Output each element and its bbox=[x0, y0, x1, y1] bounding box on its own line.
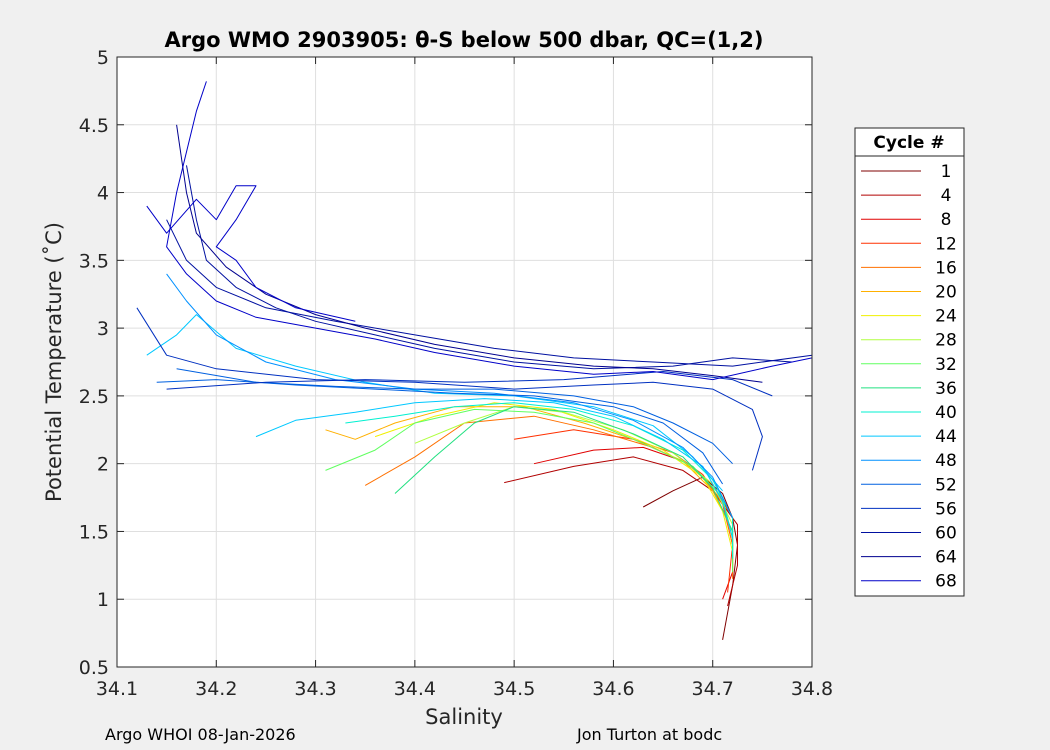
legend-label-12: 12 bbox=[935, 234, 957, 254]
y-tick-label: 2 bbox=[97, 454, 109, 476]
series-line-20 bbox=[176, 124, 763, 383]
plot-frame bbox=[116, 56, 813, 668]
x-tick-label: 34.5 bbox=[493, 678, 535, 700]
series-line-9 bbox=[394, 406, 734, 532]
x-tick-label: 34.1 bbox=[96, 678, 138, 700]
y-tick-label: 1 bbox=[97, 589, 109, 611]
legend-box bbox=[854, 127, 965, 597]
series-line-1 bbox=[504, 456, 738, 607]
series-lines bbox=[136, 81, 813, 640]
footer-left: Argo WHOI 08-Jan-2026 bbox=[105, 725, 296, 744]
y-tick-label: 3 bbox=[97, 318, 109, 340]
y-tick-label: 0.5 bbox=[79, 657, 109, 679]
series-line-11 bbox=[255, 398, 734, 539]
legend-label-20: 20 bbox=[935, 283, 957, 303]
legend-label-60: 60 bbox=[935, 524, 957, 544]
y-tick-label: 1.5 bbox=[79, 521, 109, 543]
series-line-13 bbox=[166, 273, 734, 519]
legend-label-24: 24 bbox=[935, 307, 957, 327]
legend-label-48: 48 bbox=[935, 451, 957, 471]
series-line-0 bbox=[642, 476, 738, 640]
legend-label-64: 64 bbox=[935, 548, 957, 568]
x-tick-label: 34.3 bbox=[294, 678, 336, 700]
y-axis-label: Potential Temperature (˚C) bbox=[42, 222, 66, 502]
series-line-4 bbox=[364, 415, 734, 579]
series-line-16 bbox=[136, 307, 763, 471]
legend-label-28: 28 bbox=[935, 331, 957, 351]
legend-title: Cycle # bbox=[873, 133, 944, 153]
series-line-18 bbox=[166, 219, 813, 367]
series-line-15 bbox=[176, 368, 733, 465]
legend-label-52: 52 bbox=[935, 475, 957, 495]
series-line-8 bbox=[325, 408, 734, 573]
legend-label-32: 32 bbox=[935, 355, 957, 375]
y-tick-label: 4.5 bbox=[79, 115, 109, 137]
series-line-19 bbox=[186, 165, 793, 370]
x-tick-label: 34.7 bbox=[692, 678, 734, 700]
series-line-5 bbox=[325, 406, 734, 566]
y-axis-ticks: 0.5 1 1.5 2 2.5 3 3.5 4 4.5 5 bbox=[79, 47, 812, 679]
x-tick-label: 34.8 bbox=[791, 678, 833, 700]
x-tick-label: 34.6 bbox=[592, 678, 634, 700]
legend-label-4: 4 bbox=[941, 186, 952, 206]
legend-label-1: 1 bbox=[941, 162, 952, 182]
legend-label-16: 16 bbox=[935, 258, 957, 278]
legend-label-68: 68 bbox=[935, 572, 957, 592]
y-tick-label: 2.5 bbox=[79, 386, 109, 408]
legend-label-8: 8 bbox=[941, 210, 952, 230]
series-line-6 bbox=[374, 402, 734, 552]
series-line-17 bbox=[166, 371, 773, 397]
series-line-21 bbox=[166, 81, 813, 381]
legend: Cycle # 14812162024283236404448525660646… bbox=[854, 127, 965, 597]
legend-label-56: 56 bbox=[935, 499, 957, 519]
footer-right: Jon Turton at bodc bbox=[577, 725, 723, 744]
y-tick-label: 3.5 bbox=[79, 250, 109, 272]
chart-title: Argo WMO 2903905: θ-S below 500 dbar, QC… bbox=[165, 28, 764, 52]
legend-label-40: 40 bbox=[935, 403, 957, 423]
y-tick-label: 4 bbox=[97, 183, 109, 205]
y-tick-label: 5 bbox=[97, 47, 109, 69]
x-tick-label: 34.2 bbox=[195, 678, 237, 700]
legend-label-44: 44 bbox=[935, 427, 957, 447]
legend-label-36: 36 bbox=[935, 379, 957, 399]
x-axis-label: Salinity bbox=[425, 705, 503, 729]
plot-area bbox=[117, 57, 812, 667]
x-tick-label: 34.4 bbox=[394, 678, 436, 700]
x-axis-ticks: 34.1 34.2 34.3 34.4 34.5 34.6 34.7 34.8 bbox=[96, 57, 833, 700]
series-line-10 bbox=[345, 402, 734, 559]
series-line-22 bbox=[146, 185, 356, 322]
